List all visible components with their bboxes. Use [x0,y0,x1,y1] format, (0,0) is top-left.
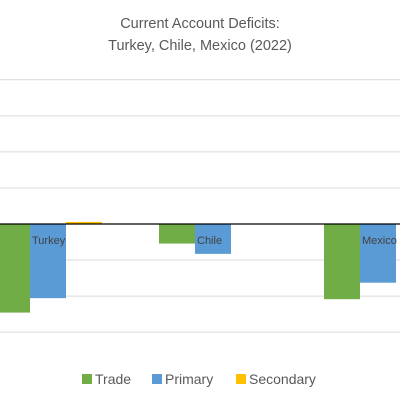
legend-swatch-primary [152,374,162,384]
legend-swatch-trade [82,374,92,384]
legend-label-primary: Primary [165,371,213,387]
category-label-mexico: Mexico [362,235,397,247]
legend-label-secondary: Secondary [249,371,316,387]
bar-trade-chile [159,224,195,244]
chart-title: Current Account Deficits: [120,16,280,32]
legend: Trade Primary Secondary [82,371,316,387]
bars [0,221,396,313]
bar-trade-mexico [324,224,360,300]
bar-primary-turkey [30,224,66,299]
bar-trade-turkey [0,224,30,313]
gridlines [0,79,400,333]
category-labels: Turkey Chile Mexico [32,235,397,247]
category-label-chile: Chile [197,235,222,247]
legend-label-trade: Trade [95,371,131,387]
bar-primary-chile [195,224,231,254]
bar-primary-mexico [360,224,396,283]
bar-secondary-turkey [66,221,102,224]
legend-swatch-secondary [236,374,246,384]
category-label-turkey: Turkey [32,235,66,247]
chart-subtitle: Turkey, Chile, Mexico (2022) [108,38,292,54]
